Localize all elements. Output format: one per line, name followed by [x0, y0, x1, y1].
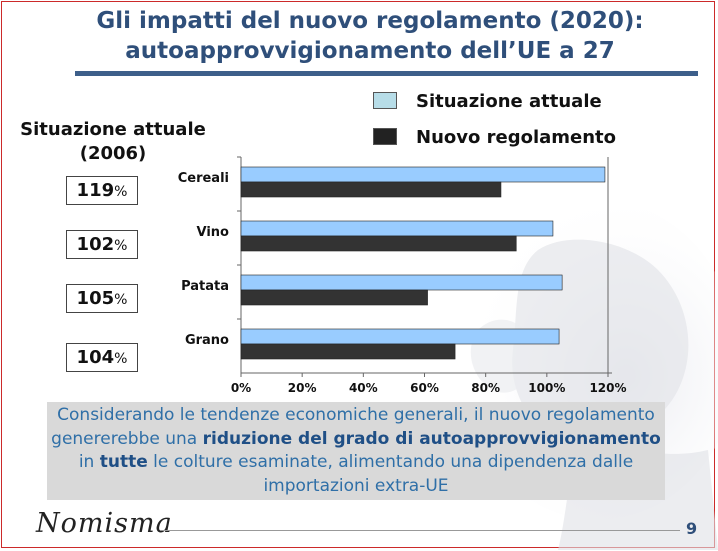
x-tick-label: 0%: [231, 381, 251, 395]
value-box-vino: 102%: [66, 230, 138, 259]
side-title-line-1: Situazione attuale: [20, 119, 206, 140]
x-tick-label: 20%: [288, 381, 317, 395]
value-unit: %: [114, 351, 128, 367]
note-bold-2: tutte: [99, 452, 148, 472]
bar-new: [240, 289, 428, 306]
footer-rule: [160, 530, 680, 531]
value-unit: %: [114, 238, 128, 254]
note-part-2: in: [78, 452, 100, 472]
note-bold-1: riduzione del grado di autoapprovvigiona…: [202, 428, 661, 449]
value-unit: %: [114, 292, 128, 308]
bar-current: [240, 328, 560, 345]
x-tick-label: 100%: [528, 381, 565, 395]
note-part-1: Considerando le tendenze economiche gene…: [51, 405, 655, 449]
nomisma-logo: Nomisma: [36, 508, 173, 539]
value-number: 119: [76, 180, 115, 201]
category-label: Cereali: [178, 171, 229, 186]
x-tick-label: 80%: [471, 381, 500, 395]
value-box-grano: 104%: [66, 343, 138, 372]
title-line-1: Gli impatti del nuovo regolamento (2020)…: [96, 8, 644, 34]
bar-new: [240, 181, 502, 198]
side-title-line-2: (2006): [79, 143, 147, 164]
legend-swatch-current: [373, 92, 397, 109]
current-situation-heading: Situazione attuale (2006): [8, 118, 218, 166]
bar-new: [240, 235, 517, 252]
bar-current: [240, 220, 554, 237]
value-number: 104: [76, 347, 115, 368]
category-label: Vino: [197, 225, 230, 240]
value-number: 105: [76, 288, 115, 309]
x-tick-label: 120%: [589, 381, 626, 395]
conclusion-box: [47, 402, 665, 500]
bar-current: [240, 166, 606, 183]
legend-label-new: Nuovo regolamento: [416, 127, 617, 148]
title-line-2: autoapprovvigionamento dell’UE a 27: [125, 38, 615, 64]
category-label: Patata: [181, 279, 229, 294]
value-unit: %: [114, 184, 128, 200]
bar-new: [240, 343, 456, 360]
category-label: Grano: [185, 333, 229, 348]
page-number: 9: [686, 519, 698, 538]
legend-label-current: Situazione attuale: [416, 91, 602, 112]
slide-title: Gli impatti del nuovo regolamento (2020)…: [70, 6, 670, 66]
value-box-patata: 105%: [66, 284, 138, 313]
value-number: 102: [76, 234, 115, 255]
conclusion-text: Considerando le tendenze economiche gene…: [47, 404, 665, 498]
value-box-cereali: 119%: [66, 176, 138, 205]
title-rule: [75, 71, 698, 76]
x-tick-label: 60%: [410, 381, 439, 395]
legend-swatch-new: [373, 128, 397, 145]
x-tick-label: 40%: [349, 381, 378, 395]
note-part-3: le colture esaminate, alimentando una di…: [147, 452, 634, 496]
bar-current: [240, 274, 563, 291]
